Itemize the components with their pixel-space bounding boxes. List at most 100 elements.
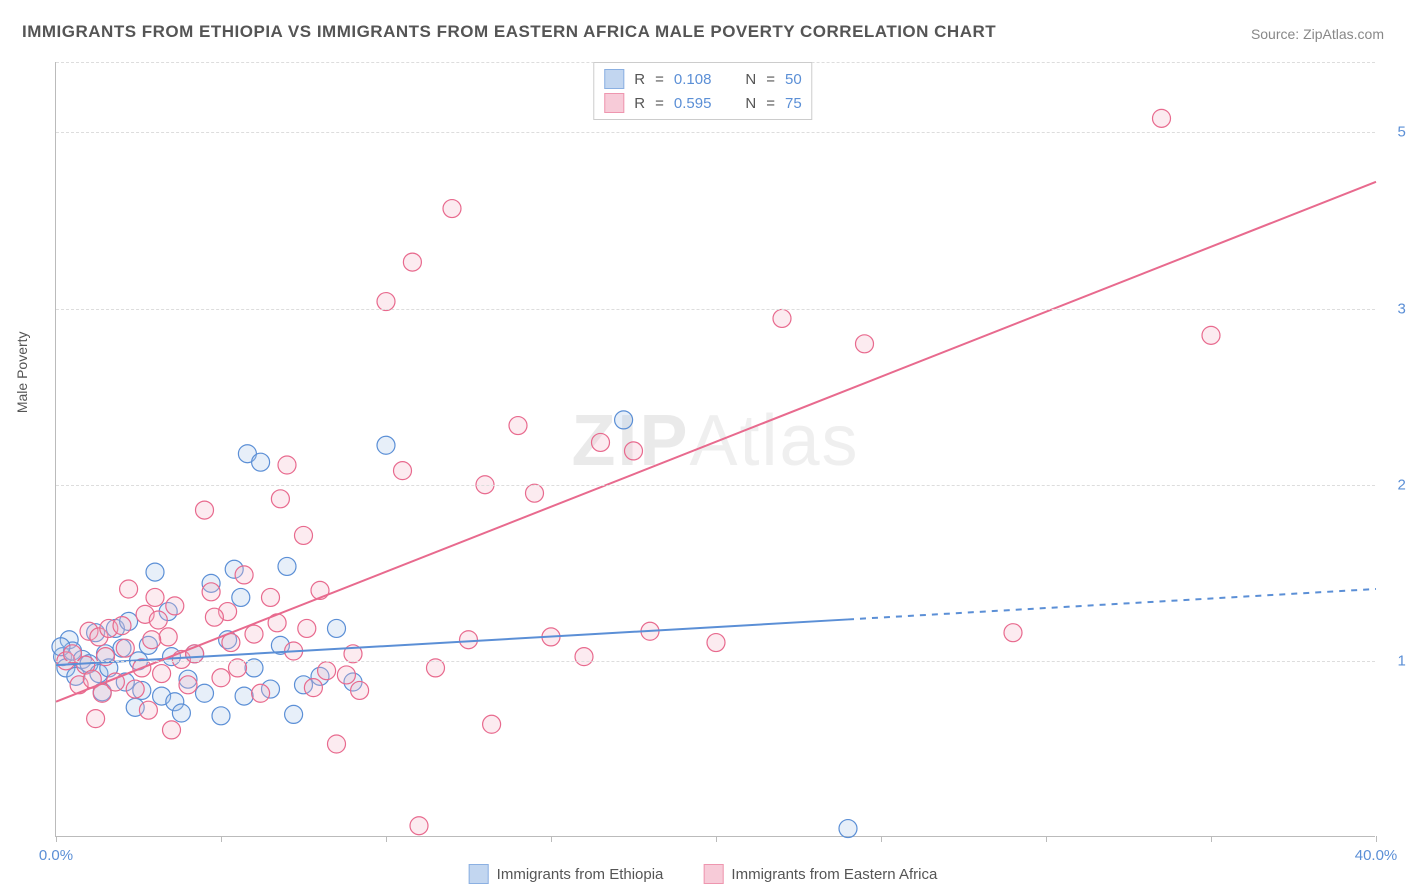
data-point (318, 662, 336, 680)
data-point (615, 411, 633, 429)
data-point (1202, 326, 1220, 344)
data-point (149, 611, 167, 629)
data-point (262, 588, 280, 606)
gridline-h (56, 132, 1375, 133)
data-point (116, 639, 134, 657)
legend-label-ethiopia: Immigrants from Ethiopia (497, 866, 664, 883)
data-point (328, 619, 346, 637)
data-point (120, 580, 138, 598)
data-point (235, 687, 253, 705)
data-point (483, 715, 501, 733)
data-point (575, 648, 593, 666)
x-tick-mark (221, 836, 222, 842)
x-tick-mark (56, 836, 57, 842)
data-point (235, 566, 253, 584)
data-point (205, 608, 223, 626)
trend-line (56, 182, 1376, 702)
data-point (1004, 624, 1022, 642)
data-point (252, 453, 270, 471)
legend-correlation-row: R=0.595N=75 (604, 91, 801, 115)
legend-eq: = (655, 95, 664, 112)
data-point (328, 735, 346, 753)
data-point (153, 665, 171, 683)
series-legend: Immigrants from Ethiopia Immigrants from… (469, 864, 938, 884)
data-point (377, 436, 395, 454)
legend-n-label: N (745, 95, 756, 112)
data-point (1153, 109, 1171, 127)
data-point (295, 526, 313, 544)
y-tick-label: 25.0% (1380, 476, 1406, 493)
data-point (592, 433, 610, 451)
data-point (337, 666, 355, 684)
x-tick-mark (716, 836, 717, 842)
gridline-h (56, 661, 1375, 662)
data-point (126, 680, 144, 698)
data-point (285, 705, 303, 723)
x-tick-mark (1211, 836, 1212, 842)
gridline-h (56, 485, 1375, 486)
data-point (163, 721, 181, 739)
legend-eq: = (655, 71, 664, 88)
data-point (166, 597, 184, 615)
x-tick-mark (551, 836, 552, 842)
data-point (87, 710, 105, 728)
trend-line-extrapolated (848, 589, 1376, 619)
data-point (271, 490, 289, 508)
data-point (196, 684, 214, 702)
source-attribution: Source: ZipAtlas.com (1251, 26, 1384, 42)
y-axis-label: Male Poverty (14, 331, 30, 413)
legend-r-value: 0.108 (674, 71, 712, 88)
data-point (196, 501, 214, 519)
x-tick-label-right: 40.0% (1355, 847, 1398, 864)
data-point (443, 200, 461, 218)
data-point (139, 701, 157, 719)
y-tick-label: 37.5% (1380, 300, 1406, 317)
data-point (526, 484, 544, 502)
legend-label-eastern-africa: Immigrants from Eastern Africa (731, 866, 937, 883)
chart-title: IMMIGRANTS FROM ETHIOPIA VS IMMIGRANTS F… (22, 22, 996, 42)
correlation-legend: R = 0.108 N = 50R = 0.595 N = 75 (593, 62, 812, 120)
data-point (202, 583, 220, 601)
data-point (707, 634, 725, 652)
data-point (143, 631, 161, 649)
legend-eq: = (766, 95, 775, 112)
data-point (252, 684, 270, 702)
legend-n-value: 75 (785, 95, 802, 112)
x-tick-mark (881, 836, 882, 842)
data-point (304, 679, 322, 697)
data-point (179, 676, 197, 694)
legend-r-value: 0.595 (674, 95, 712, 112)
data-point (403, 253, 421, 271)
x-tick-mark (1376, 836, 1377, 842)
data-point (410, 817, 428, 835)
gridline-h (56, 309, 1375, 310)
data-point (212, 669, 230, 687)
data-point (773, 309, 791, 327)
x-tick-mark (386, 836, 387, 842)
data-point (232, 588, 250, 606)
data-point (460, 631, 478, 649)
legend-correlation-row: R = 0.108 N = 50 (604, 67, 801, 91)
data-point (625, 442, 643, 460)
data-point (212, 707, 230, 725)
legend-item-eastern-africa: Immigrants from Eastern Africa (703, 864, 937, 884)
data-point (113, 617, 131, 635)
x-tick-mark (1046, 836, 1047, 842)
legend-n-label: N (745, 71, 756, 88)
legend-r-label: R (634, 71, 645, 88)
legend-item-ethiopia: Immigrants from Ethiopia (469, 864, 664, 884)
data-point (278, 557, 296, 575)
legend-eq: = (766, 71, 775, 88)
x-tick-label-left: 0.0% (39, 847, 73, 864)
legend-n-value: 50 (785, 71, 802, 88)
data-point (278, 456, 296, 474)
data-point (351, 681, 369, 699)
legend-swatch (604, 93, 624, 113)
data-point (839, 820, 857, 838)
y-tick-label: 12.5% (1380, 652, 1406, 669)
legend-swatch-ethiopia (469, 864, 489, 884)
legend-swatch (604, 69, 624, 89)
plot-area: ZIPAtlas 12.5%25.0%37.5%50.0%0.0%40.0% (55, 62, 1375, 837)
data-point (172, 704, 190, 722)
data-point (146, 563, 164, 581)
